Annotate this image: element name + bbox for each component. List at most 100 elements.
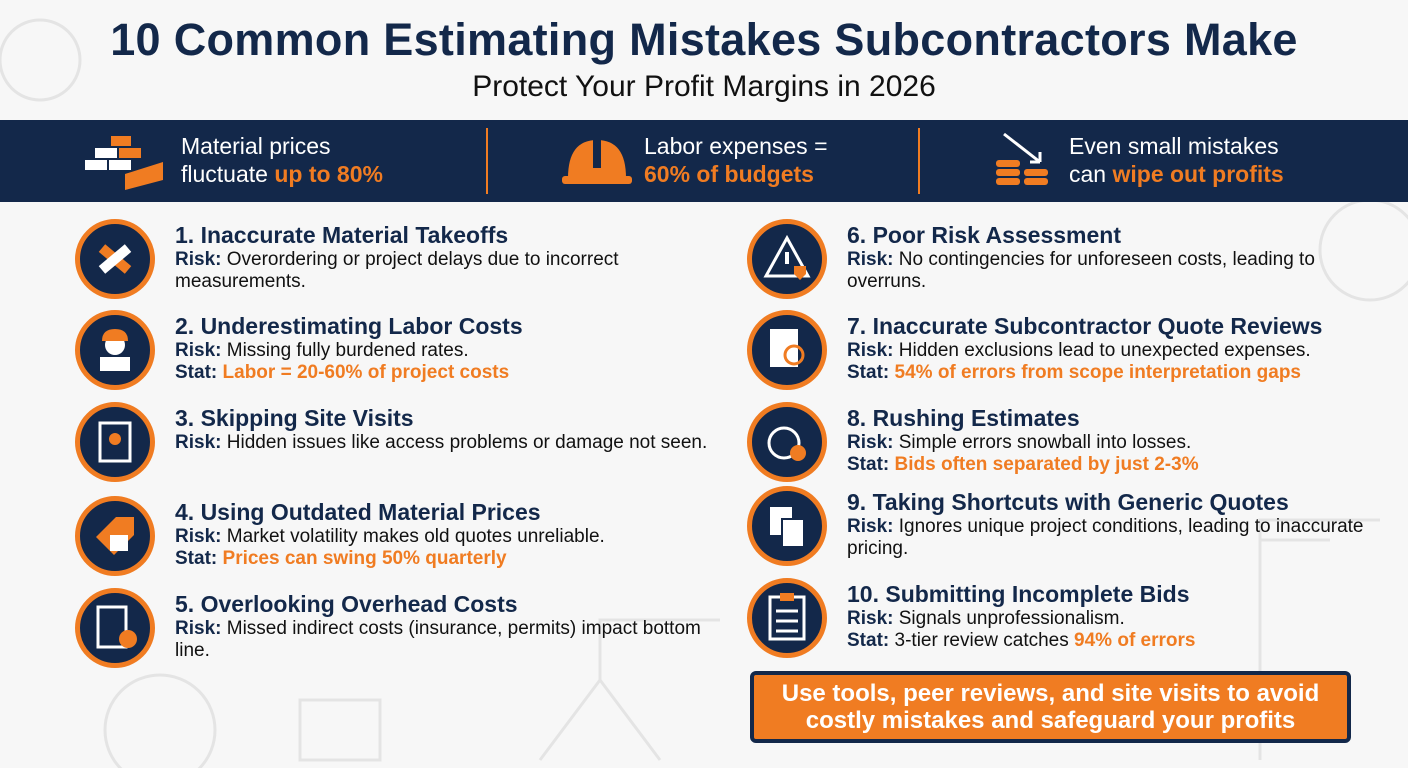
mistake-item: 2. Underestimating Labor Costs Risk: Miss…: [175, 313, 715, 384]
stats-banner: Material prices fluctuate up to 80% Labor…: [0, 120, 1408, 202]
risk-line: Risk: Market volatility makes old quotes…: [175, 526, 715, 548]
mistake-item: 4. Using Outdated Material Prices Risk: M…: [175, 499, 715, 570]
risk-line: Risk: Missing fully burdened rates.: [175, 340, 715, 362]
mistake-item: 3. Skipping Site Visits Risk: Hidden issu…: [175, 405, 715, 454]
separator: [486, 128, 488, 194]
banner-item: Even small mistakes can wipe out profits: [1069, 132, 1319, 188]
mistake-item: 5. Overlooking Overhead Costs Risk: Misse…: [175, 591, 715, 662]
risk-label: Risk:: [847, 608, 894, 629]
banner-text: Labor expenses =: [644, 133, 828, 159]
mistake-item: 6. Poor Risk Assessment Risk: No continge…: [847, 222, 1387, 293]
risk-line: Risk: Signals unprofessionalism.: [847, 608, 1387, 630]
subtitle: Protect Your Profit Margins in 2026: [472, 70, 936, 103]
mistake-item: 10. Submitting Incomplete Bids Risk: Sign…: [847, 581, 1387, 652]
icon-circle: [75, 310, 155, 390]
mistake-title: 3. Skipping Site Visits: [175, 405, 414, 431]
title: 10 Common Estimating Mistakes Subcontrac…: [110, 14, 1298, 65]
banner-highlight: up to 80%: [274, 161, 383, 187]
icon-circle: [747, 402, 827, 482]
risk-line: Risk: Overordering or project delays due…: [175, 249, 715, 293]
banner-text: Even small mistakes can: [1069, 133, 1279, 187]
mistake-title: 2. Underestimating Labor Costs: [175, 313, 523, 339]
risk-label: Risk:: [175, 526, 222, 547]
stat-line: Stat: Bids often separated by just 2-3%: [847, 454, 1387, 476]
icon-circle: [747, 578, 827, 658]
mistake-title: 10. Submitting Incomplete Bids: [847, 581, 1190, 607]
stat-line: Stat: 54% of errors from scope interpret…: [847, 362, 1387, 384]
banner-text: Material prices fluctuate: [181, 133, 331, 187]
mistake-title: 1. Inaccurate Material Takeoffs: [175, 222, 509, 248]
stat-highlight: Labor = 20-60% of project costs: [222, 362, 510, 383]
risk-label: Risk:: [847, 516, 894, 537]
risk-text: Hidden exclusions lead to unexpected exp…: [898, 340, 1311, 361]
risk-text: Signals unprofessionalism.: [898, 608, 1125, 629]
risk-label: Risk:: [175, 432, 222, 453]
risk-label: Risk:: [175, 249, 222, 270]
icon: [98, 421, 132, 463]
icon-circle: [75, 588, 155, 668]
risk-line: Risk: Missed indirect costs (insurance, …: [175, 618, 715, 662]
icon: [98, 244, 132, 274]
icon-circle: [75, 496, 155, 576]
risk-label: Risk:: [175, 618, 222, 639]
icon: [767, 426, 806, 461]
mistake-item: 7. Inaccurate Subcontractor Quote Review…: [847, 313, 1387, 384]
icon: [96, 517, 134, 555]
icon-circle: [747, 486, 827, 566]
stat-label: Stat:: [175, 362, 218, 383]
call-to-action: Use tools, peer reviews, and site visits…: [750, 671, 1351, 743]
risk-line: Risk: Hidden issues like access problems…: [175, 432, 715, 454]
mistake-item: 1. Inaccurate Material Takeoffs Risk: Ove…: [175, 222, 715, 293]
stat-line: Stat: 3-tier review catches 94% of error…: [847, 630, 1387, 652]
risk-text: Missing fully burdened rates.: [226, 340, 469, 361]
risk-text: No contingencies for unforeseen costs, l…: [847, 249, 1315, 292]
risk-text: Overordering or project delays due to in…: [175, 249, 619, 292]
stat-label: Stat:: [847, 362, 890, 383]
banner-item: Labor expenses = 60% of budgets: [644, 132, 864, 188]
stat-line: Stat: Labor = 20-60% of project costs: [175, 362, 715, 384]
coins-icon: [996, 132, 1048, 185]
stat-highlight: 94% of errors: [1074, 630, 1196, 651]
risk-text: Missed indirect costs (insurance, permit…: [175, 618, 701, 661]
banner-highlight: wipe out profits: [1112, 161, 1284, 187]
bricks-icon: [85, 136, 163, 190]
separator: [918, 128, 920, 194]
mistake-title: 7. Inaccurate Subcontractor Quote Review…: [847, 313, 1323, 339]
risk-text: Ignores unique project conditions, leadi…: [847, 516, 1364, 559]
icon-circle: [75, 402, 155, 482]
icon: [768, 593, 806, 641]
stat-label: Stat:: [847, 630, 890, 651]
icon: [763, 234, 811, 280]
mistake-item: 8. Rushing Estimates Risk: Simple errors …: [847, 405, 1387, 476]
icon: [770, 329, 805, 367]
icon: [770, 507, 805, 548]
mistake-title: 9. Taking Shortcuts with Generic Quotes: [847, 489, 1289, 515]
mistake-title: 6. Poor Risk Assessment: [847, 222, 1121, 248]
banner-highlight: 60% of budgets: [644, 161, 814, 187]
risk-line: Risk: No contingencies for unforeseen co…: [847, 249, 1387, 293]
risk-label: Risk:: [847, 249, 894, 270]
helmet-icon: [562, 138, 632, 184]
risk-text: Market volatility makes old quotes unrel…: [226, 526, 605, 547]
icon-circle: [75, 219, 155, 299]
stat-highlight: 54% of errors from scope interpretation …: [894, 362, 1302, 383]
mistake-item: 9. Taking Shortcuts with Generic Quotes R…: [847, 489, 1387, 560]
icon-circle: [747, 310, 827, 390]
risk-line: Risk: Ignores unique project conditions,…: [847, 516, 1387, 560]
mistake-title: 5. Overlooking Overhead Costs: [175, 591, 518, 617]
icon: [96, 605, 137, 649]
mistake-title: 4. Using Outdated Material Prices: [175, 499, 541, 525]
risk-line: Risk: Hidden exclusions lead to unexpect…: [847, 340, 1387, 362]
icon: [100, 329, 130, 371]
stat-label: Stat:: [175, 548, 218, 569]
icon-circle: [747, 219, 827, 299]
risk-label: Risk:: [847, 432, 894, 453]
risk-line: Risk: Simple errors snowball into losses…: [847, 432, 1387, 454]
risk-text: Simple errors snowball into losses.: [898, 432, 1192, 453]
stat-line: Stat: Prices can swing 50% quarterly: [175, 548, 715, 570]
mistake-title: 8. Rushing Estimates: [847, 405, 1080, 431]
risk-label: Risk:: [175, 340, 222, 361]
stat-text: 3-tier review catches: [894, 630, 1069, 651]
stat-label: Stat:: [847, 454, 890, 475]
